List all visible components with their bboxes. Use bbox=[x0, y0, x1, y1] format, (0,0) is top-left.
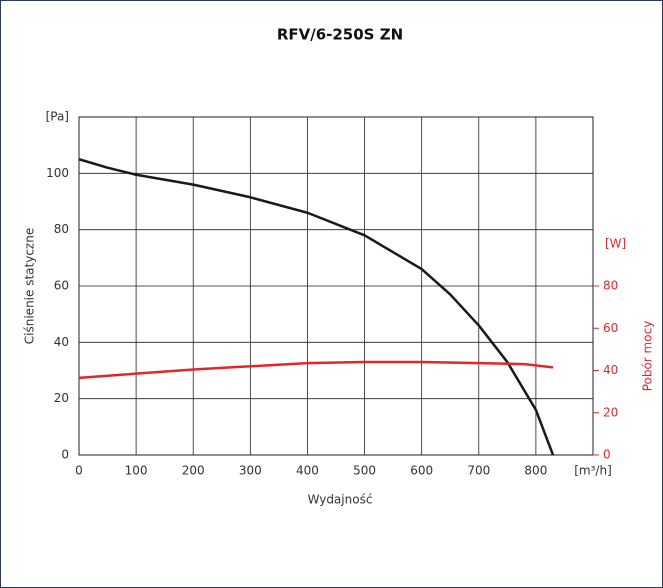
x-unit: [m³/h] bbox=[574, 464, 612, 478]
x-tick-label: 200 bbox=[182, 464, 205, 478]
y2-tick-label: 40 bbox=[603, 363, 618, 377]
x-tick-label: 700 bbox=[467, 464, 490, 478]
y-axis-label: Ciśnienie statyczne bbox=[23, 228, 37, 344]
x-tick-label: 400 bbox=[296, 464, 319, 478]
line-series bbox=[78, 360, 554, 380]
y-tick-label: 0 bbox=[61, 448, 69, 462]
chart-title: RFV/6-250S ZN bbox=[277, 26, 403, 44]
y2-unit: [W] bbox=[605, 236, 626, 250]
line-series bbox=[78, 158, 555, 456]
x-tick-label: 300 bbox=[239, 464, 262, 478]
y-tick-label: 40 bbox=[54, 335, 69, 349]
y-tick-label: 20 bbox=[54, 391, 69, 405]
x-tick-label: 800 bbox=[524, 464, 547, 478]
x-tick-label: 500 bbox=[353, 464, 376, 478]
y2-tick-label: 80 bbox=[603, 279, 618, 293]
y-tick-label: 100 bbox=[46, 166, 69, 180]
x-axis-label: Wydajność bbox=[308, 493, 373, 507]
y-tick-label: 60 bbox=[54, 279, 69, 293]
x-tick-label: 600 bbox=[410, 464, 433, 478]
x-tick-label: 0 bbox=[75, 464, 83, 478]
y-tick-label: 80 bbox=[54, 222, 69, 236]
x-tick-label: 100 bbox=[125, 464, 148, 478]
y2-tick-label: 60 bbox=[603, 321, 618, 335]
y-unit: [Pa] bbox=[46, 110, 69, 124]
y2-tick-label: 0 bbox=[603, 448, 611, 462]
y2-axis-label: Pobór mocy bbox=[641, 321, 655, 392]
y2-tick-label: 20 bbox=[603, 405, 618, 419]
